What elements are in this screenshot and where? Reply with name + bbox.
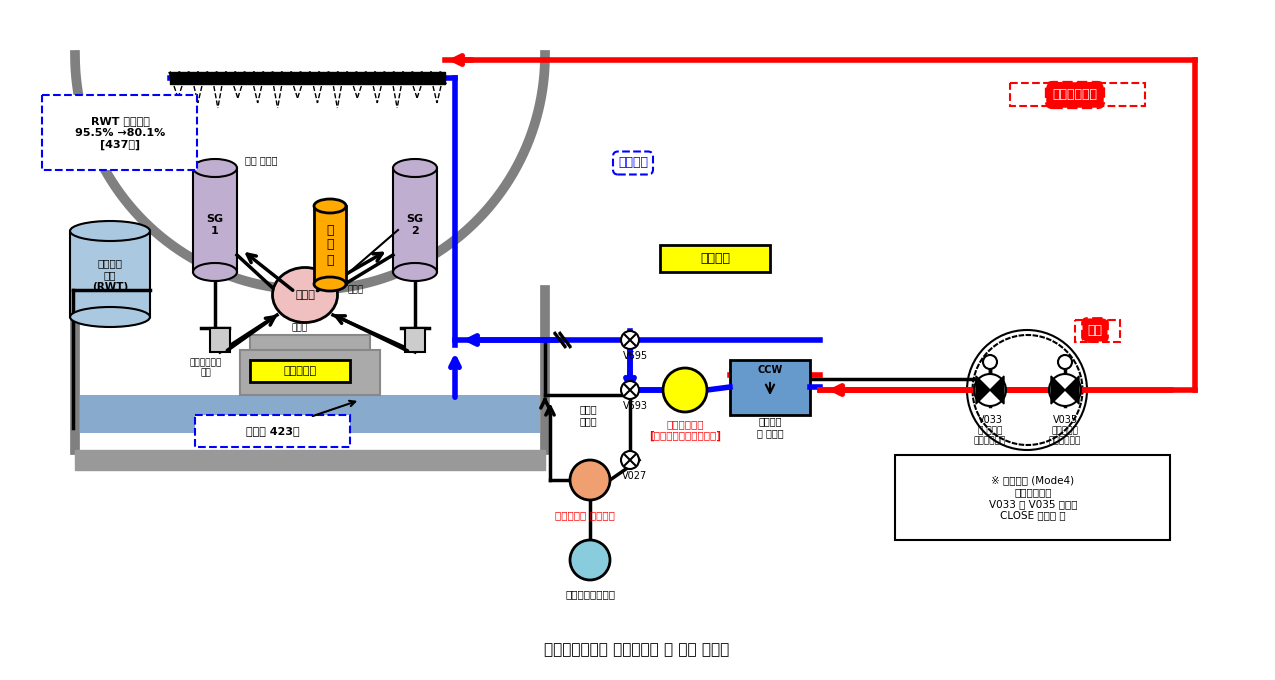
Bar <box>393 168 437 273</box>
Circle shape <box>621 451 639 469</box>
Ellipse shape <box>393 159 437 177</box>
Text: 가
열
기: 가 열 기 <box>326 224 334 267</box>
Circle shape <box>974 374 1006 406</box>
Text: 고온관: 고온관 <box>347 286 363 294</box>
Text: 저온관: 저온관 <box>292 324 309 333</box>
Text: 원사도건물
살수각리밸브: 원사도건물 살수각리밸브 <box>1049 426 1081 445</box>
Ellipse shape <box>193 159 237 177</box>
Polygon shape <box>1051 376 1065 404</box>
Ellipse shape <box>273 267 338 322</box>
Bar <box>210 328 229 352</box>
Text: 정사냉각
필 교전기: 정사냉각 필 교전기 <box>756 416 783 438</box>
Bar <box>405 328 425 352</box>
Ellipse shape <box>314 277 346 291</box>
Ellipse shape <box>314 199 346 213</box>
Text: 보조각독: 보조각독 <box>700 252 731 265</box>
Text: 원시도: 원시도 <box>295 290 315 300</box>
Text: RWT 수위변화
95.5% →80.1%
[437분]: RWT 수위변화 95.5% →80.1% [437분] <box>75 116 166 150</box>
Text: V027: V027 <box>622 471 648 481</box>
Bar <box>1010 83 1145 106</box>
Text: V695: V695 <box>622 351 648 361</box>
Text: V693: V693 <box>622 401 648 411</box>
Text: V035: V035 <box>1052 415 1077 425</box>
Bar <box>660 245 770 272</box>
Bar <box>731 360 810 415</box>
Text: 사건발생유로: 사건발생유로 <box>1052 88 1098 101</box>
Text: V033: V033 <box>978 415 1002 425</box>
Bar <box>895 455 1170 540</box>
Text: 부설량 423분: 부설량 423분 <box>246 426 300 436</box>
Text: 원자로냉각재
펌프: 원자로냉각재 펌프 <box>190 358 222 377</box>
Circle shape <box>570 540 609 580</box>
Polygon shape <box>1065 376 1079 404</box>
Text: 재순환
삼수소: 재순환 삼수소 <box>580 404 598 426</box>
Bar <box>314 206 346 284</box>
Ellipse shape <box>193 263 237 281</box>
Text: CCW: CCW <box>757 365 783 375</box>
Polygon shape <box>989 376 1003 404</box>
Circle shape <box>663 368 708 412</box>
Text: 저장전수
탱크
(RWT): 저장전수 탱크 (RWT) <box>92 258 128 292</box>
Bar <box>240 350 380 395</box>
Bar <box>250 360 351 382</box>
Text: 원사도건물: 원사도건물 <box>283 366 316 376</box>
Ellipse shape <box>70 307 150 327</box>
Text: 원사도건물 살수펌프: 원사도건물 살수펌프 <box>555 510 615 520</box>
Bar <box>193 168 237 273</box>
Circle shape <box>570 460 609 500</box>
Text: 개방: 개방 <box>1088 324 1103 337</box>
Circle shape <box>1058 355 1072 369</box>
Bar <box>42 95 198 170</box>
Text: SG
2: SG 2 <box>407 214 423 236</box>
Text: 증기 발생기: 증기 발생기 <box>245 155 278 165</box>
Circle shape <box>966 330 1088 450</box>
Text: 고압인전수입펌프: 고압인전수입펌프 <box>565 589 615 599</box>
Bar <box>75 450 544 470</box>
Text: 원자로냉각재의 원자로건물 내 살수 개략도: 원자로냉각재의 원자로건물 내 살수 개략도 <box>544 643 729 658</box>
Ellipse shape <box>70 221 150 241</box>
Polygon shape <box>975 376 989 404</box>
Text: SG
1: SG 1 <box>207 214 223 236</box>
Circle shape <box>983 355 997 369</box>
Bar <box>70 231 150 318</box>
Text: 정상유로: 정상유로 <box>618 156 648 169</box>
Circle shape <box>621 331 639 349</box>
Ellipse shape <box>393 263 437 281</box>
Text: ※ 고온정지 (Mode4)
운전조건에서
V033 과 V035 밸브는
CLOSE 되어야 함: ※ 고온정지 (Mode4) 운전조건에서 V033 과 V035 밸브는 CL… <box>988 475 1077 520</box>
Text: 정사냉각펌프
[사업압안전주수입분부]: 정사냉각펌프 [사업압안전주수입분부] <box>649 419 720 441</box>
Circle shape <box>1049 374 1081 406</box>
Bar <box>250 335 370 395</box>
Bar <box>80 395 541 433</box>
Text: 필 교환기
출구각리밸브: 필 교환기 출구각리밸브 <box>974 426 1006 445</box>
Bar <box>1075 320 1119 342</box>
Bar <box>195 415 351 447</box>
Circle shape <box>621 381 639 399</box>
